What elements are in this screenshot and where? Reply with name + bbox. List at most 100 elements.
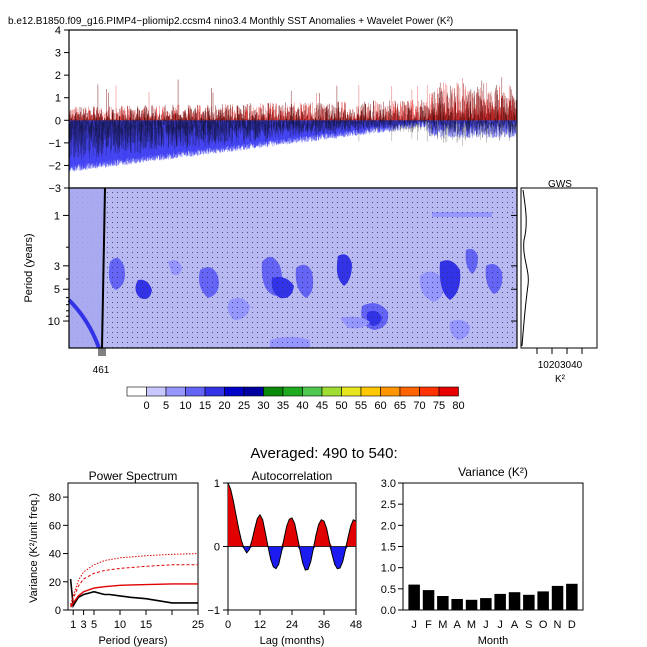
colorbar-label: 65 <box>394 400 406 412</box>
power-spectrum-y-tick-label: 60 <box>49 520 61 532</box>
sst-anomaly-y-ticks: −3 −2 −1 0 1 2 3 4 <box>48 25 69 195</box>
colorbar-swatch <box>165 386 186 397</box>
variance-x-tick-label: J <box>411 619 417 631</box>
variance-y-tick-label: 1.5 <box>381 542 396 554</box>
sst-y-tick-label: 3 <box>55 48 61 60</box>
colorbar-label: 10 <box>179 400 191 412</box>
variance-x-tick-label: D <box>568 619 576 631</box>
colorbar-label: 35 <box>277 400 289 412</box>
sst-y-tick-label: −2 <box>48 160 61 172</box>
variance-bar <box>480 598 492 610</box>
variance-panel: Variance (K²) 0.00.51.01.52.02.53.0J F M A M… <box>381 465 584 647</box>
variance-y-tick-label: 0.5 <box>381 584 396 596</box>
colorbar-label: 30 <box>257 400 269 412</box>
wavelet-frame <box>68 187 518 349</box>
colorbar-label: 70 <box>413 400 425 412</box>
colorbar-swatch <box>263 386 284 397</box>
power-spectrum-panel: Power Spectrum 0 20 40 60 80 1 3 5 10 15 25 Varian… <box>28 469 204 647</box>
power-spectrum-line-red-dashed <box>70 564 198 606</box>
autocorrelation-positive-area <box>228 483 356 547</box>
colorbar-label: 0 <box>143 400 149 412</box>
variance-x-tick-label: N <box>554 619 562 631</box>
colorbar-label: 40 <box>296 400 308 412</box>
power-spectrum-title: Power Spectrum <box>89 469 178 483</box>
variance-frame <box>402 482 584 611</box>
autocorrelation-y-tick-label: −1 <box>207 605 220 617</box>
variance-bar <box>508 592 521 610</box>
power-spectrum-frame <box>67 482 199 611</box>
sst-y-tick-label: 2 <box>55 70 61 82</box>
colorbar-label: 60 <box>374 400 386 412</box>
power-spectrum-x-tick-label: 1 <box>70 619 76 631</box>
variance-bar <box>437 596 449 610</box>
variance-x-tick-label: F <box>425 619 432 631</box>
variance-bar <box>551 585 564 610</box>
variance-x-tick-label: J <box>483 619 489 631</box>
variance-x-tick-label: A <box>511 619 519 631</box>
power-spectrum-x-tick-label: 15 <box>140 619 152 631</box>
autocorrelation-title: Autocorrelation <box>252 469 333 483</box>
colorbar-swatch <box>321 386 342 397</box>
variance-bar <box>494 593 506 610</box>
variance-x-label: Month <box>478 635 509 647</box>
variance-bar <box>465 599 478 610</box>
colorbar-swatch <box>146 386 167 397</box>
colorbar: 0 5 10 15 20 25 30 35 40 45 50 55 60 65 70 75 80 <box>126 386 465 412</box>
sst-y-tick-label: 1 <box>55 93 61 105</box>
power-spectrum-x-tick-label: 10 <box>114 619 126 631</box>
variance-bars <box>408 583 578 610</box>
gws-frame <box>520 187 598 349</box>
autocorrelation-area <box>227 482 357 571</box>
gws-line <box>521 189 529 347</box>
wavelet-panel: 1 3 5 10 Period (years) 461 <box>23 187 518 376</box>
sst-y-tick-label: −3 <box>48 183 61 195</box>
variance-bar <box>523 594 535 610</box>
power-spectrum-line-black-solid <box>69 578 198 609</box>
autocorrelation-x-tick-label: 0 <box>225 619 231 631</box>
variance-y-tick-label: 0.0 <box>381 605 396 617</box>
sst-y-tick-label: −1 <box>48 138 61 150</box>
variance-bar <box>537 591 549 610</box>
autocorrelation-y-tick-label: 1 <box>214 478 220 490</box>
colorbar-label: 75 <box>433 400 445 412</box>
variance-bar <box>408 584 420 610</box>
gws-title: GWS <box>548 179 572 190</box>
averaged-title: Averaged: 490 to 540: <box>250 445 397 462</box>
wavelet-x-tick <box>98 348 106 356</box>
autocorrelation-panel: Autocorrelation −1 0 1 0 12 24 36 48 Lag (month… <box>207 469 362 647</box>
colorbar-label: 15 <box>199 400 211 412</box>
wavelet-significance-stipple <box>69 188 517 348</box>
colorbar-swatch <box>126 386 147 397</box>
colorbar-swatch <box>419 386 440 397</box>
colorbar-label: 45 <box>316 400 328 412</box>
variance-ticks: 0.00.51.01.52.02.53.0J F M A M J J A S O N D <box>381 478 576 631</box>
variance-y-tick-label: 3.0 <box>381 478 396 490</box>
variance-x-tick-label: S <box>525 619 532 631</box>
variance-x-tick-label: M <box>438 619 447 631</box>
wavelet-y-tick-label: 10 <box>48 316 60 328</box>
colorbar-swatch <box>399 386 420 397</box>
power-spectrum-y-tick-label: 20 <box>49 577 61 589</box>
colorbar-label: 5 <box>163 400 169 412</box>
power-spectrum-x-tick-label: 5 <box>91 619 97 631</box>
autocorrelation-x-label: Lag (months) <box>260 635 325 647</box>
colorbar-label: 80 <box>452 400 464 412</box>
autocorrelation-x-tick-label: 12 <box>254 619 266 631</box>
colorbar-label: 20 <box>218 400 230 412</box>
power-spectrum-series <box>69 553 199 609</box>
colorbar-swatch <box>243 386 264 397</box>
wavelet-y-tick-label: 5 <box>54 284 60 296</box>
variance-x-tick-label: M <box>467 619 476 631</box>
autocorrelation-x-tick-label: 24 <box>286 619 298 631</box>
colorbar-label: 50 <box>335 400 347 412</box>
variance-bar <box>422 590 435 610</box>
autocorrelation-negative-area <box>228 546 356 570</box>
colorbar-swatch <box>380 386 401 397</box>
colorbar-swatch <box>282 386 303 397</box>
sst-y-tick-label: 0 <box>55 115 61 127</box>
power-spectrum-y-label: Variance (K²/unit freq.) <box>28 493 40 603</box>
colorbar-swatch <box>438 386 459 397</box>
power-spectrum-y-tick-label: 40 <box>49 549 61 561</box>
colorbar-label: 25 <box>238 400 250 412</box>
